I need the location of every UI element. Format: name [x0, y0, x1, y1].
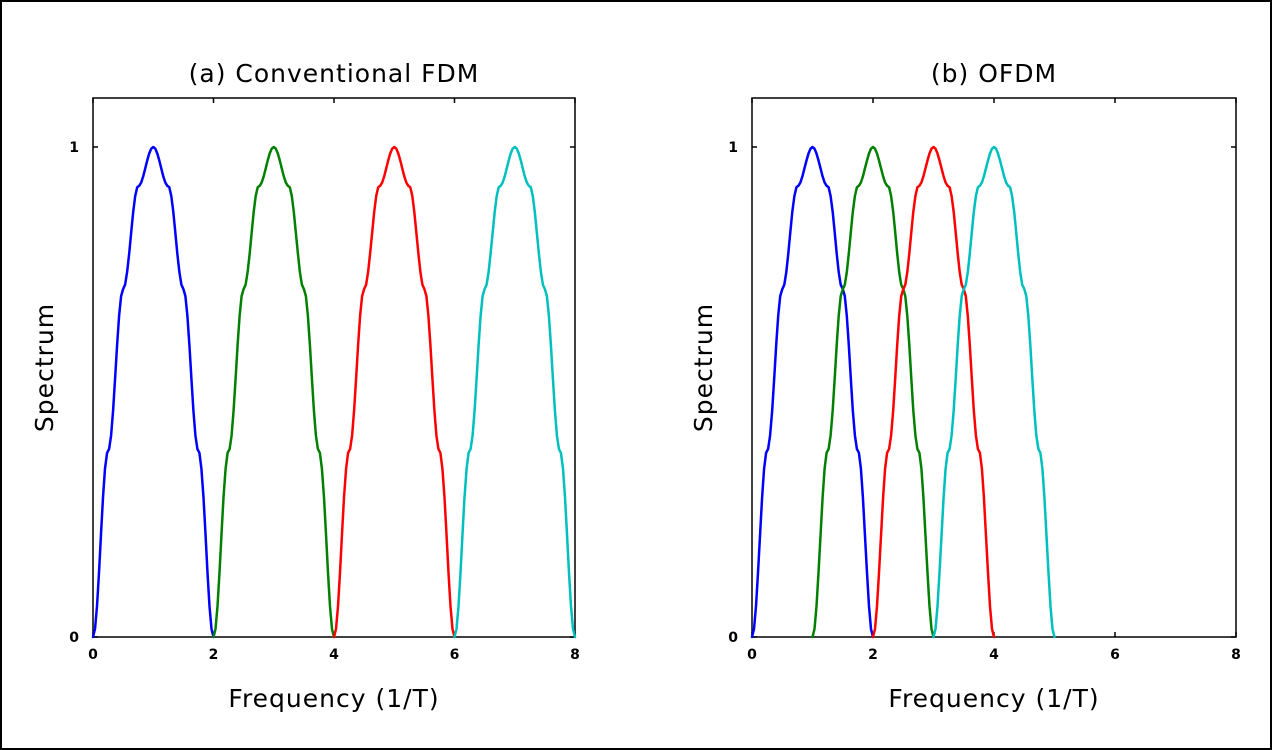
x-axis-label: Frequency (1/T): [888, 684, 1099, 713]
x-tick-label: 6: [450, 647, 460, 663]
y-tick-label: 1: [728, 140, 738, 156]
chart-title: (b) OFDM: [931, 59, 1057, 88]
y-axis-label: Spectrum: [30, 303, 59, 432]
chart-title: (a) Conventional FDM: [189, 59, 480, 88]
x-tick-label: 8: [570, 647, 580, 663]
x-tick-label: 0: [88, 647, 98, 663]
x-tick-label: 2: [209, 647, 219, 663]
series-line-4: [453, 145, 577, 639]
series-line-3: [332, 145, 456, 639]
x-tick-label: 0: [747, 647, 757, 663]
chart-conventional-fdm: (a) Conventional FDM Frequency (1/T) Spect…: [30, 59, 580, 713]
x-tick-label: 6: [1110, 647, 1120, 663]
y-tick-label: 1: [69, 140, 79, 156]
y-tick-label: 0: [69, 630, 79, 646]
series-line-3: [871, 145, 996, 639]
x-tick-label: 2: [868, 647, 878, 663]
series-line-1: [91, 145, 215, 639]
series-line-1: [750, 145, 875, 639]
series-line-2: [212, 145, 336, 639]
y-tick-label: 0: [728, 630, 738, 646]
x-axis-label: Frequency (1/T): [228, 684, 439, 713]
chart-ofdm: (b) OFDM Frequency (1/T) Spectrum 0 2 4 6 8 0 1: [689, 59, 1241, 713]
x-tick-label: 8: [1231, 647, 1241, 663]
series-line-4: [932, 145, 1056, 639]
series-line-2: [811, 145, 935, 639]
x-tick-label: 4: [989, 647, 999, 663]
x-tick-label: 4: [329, 647, 339, 663]
y-axis-label: Spectrum: [689, 303, 718, 432]
